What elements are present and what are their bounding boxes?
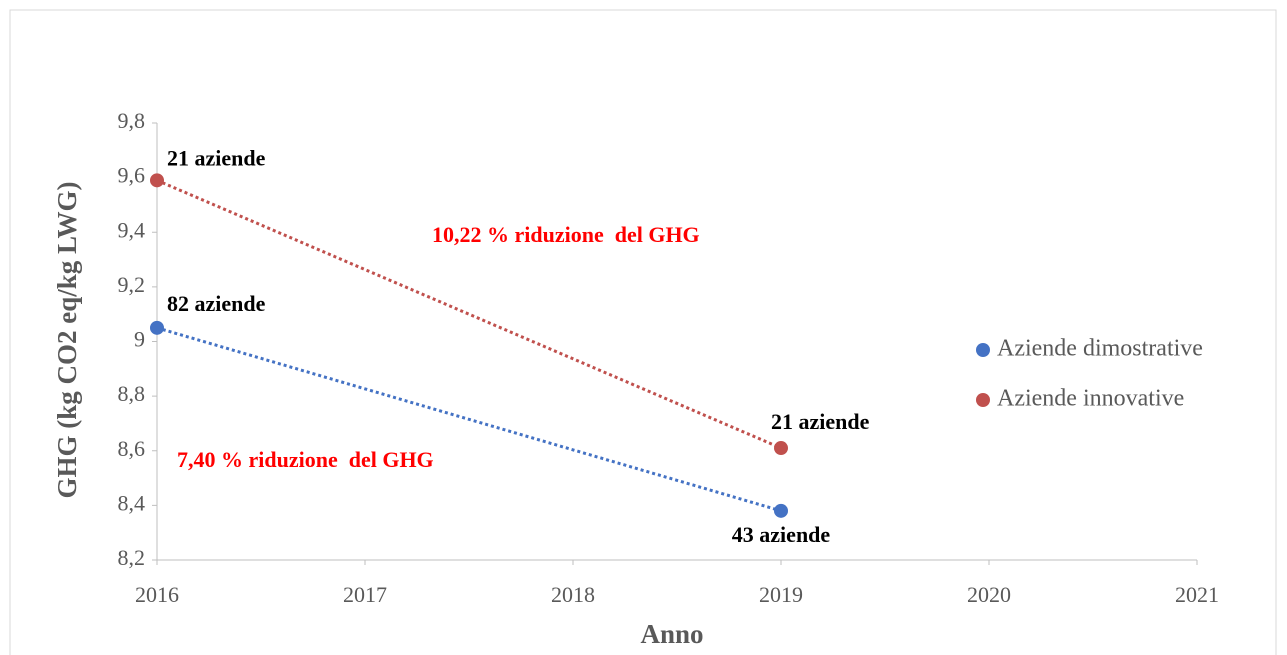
legend-marker [976, 343, 990, 357]
x-tick-label: 2017 [343, 582, 387, 607]
x-tick-label: 2019 [759, 582, 803, 607]
trend-line [156, 178, 782, 450]
x-tick-label: 2021 [1175, 582, 1219, 607]
y-tick-label: 8,2 [118, 545, 146, 570]
point [774, 503, 788, 518]
trend-line [156, 326, 782, 513]
point [150, 320, 164, 335]
point-label: 43 aziende [732, 522, 831, 547]
annotation: 7,40 % riduzione del GHG [177, 447, 434, 472]
annotation: 10,22 % riduzione del GHG [432, 222, 700, 247]
x-axis-title: Anno [640, 619, 703, 649]
point [774, 441, 788, 456]
point-label: 82 aziende [167, 291, 266, 316]
x-tick-label: 2016 [135, 582, 179, 607]
x-tick-label: 2020 [967, 582, 1011, 607]
y-tick-label: 9,4 [118, 217, 146, 242]
y-tick-label: 9,6 [118, 163, 146, 188]
y-tick-label: 9,8 [118, 108, 146, 133]
point-label: 21 aziende [167, 145, 266, 170]
y-tick-label: 8,4 [118, 490, 146, 515]
legend-label: Aziende dimostrative [997, 336, 1203, 362]
x-tick-label: 2018 [551, 582, 595, 607]
legend-marker [976, 393, 990, 407]
y-tick-label: 8,6 [118, 436, 146, 461]
chart-border [9, 9, 1277, 655]
point [150, 173, 164, 188]
y-tick-label: 8,8 [118, 381, 146, 406]
y-axis-title: GHG (kg CO2 eq/kg LWG) [52, 181, 82, 498]
y-tick-label: 9 [134, 327, 145, 352]
point-label: 21 aziende [771, 409, 870, 434]
legend-label: Aziende innovative [997, 386, 1184, 412]
y-tick-label: 9,2 [118, 272, 146, 297]
